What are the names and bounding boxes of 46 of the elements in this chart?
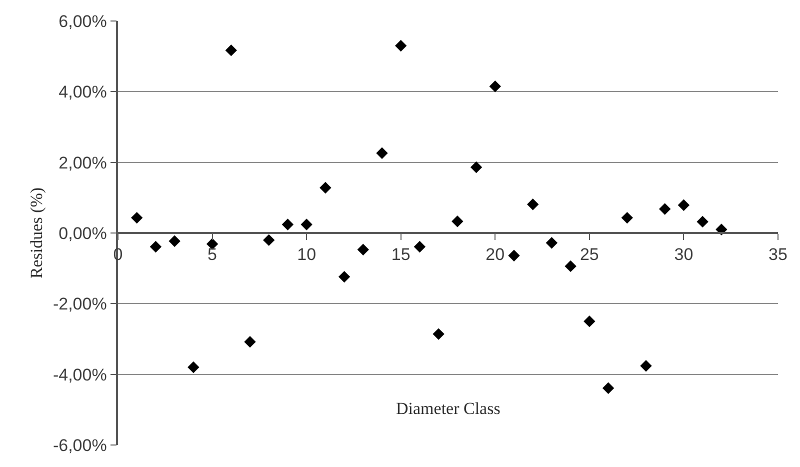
point	[188, 361, 200, 374]
x-tick-label: 25	[580, 245, 599, 264]
point	[452, 215, 464, 228]
point	[168, 235, 180, 247]
x-tick-label: 35	[768, 245, 788, 264]
point	[640, 360, 652, 372]
point	[376, 147, 388, 159]
point	[244, 336, 256, 348]
y-tick-label: 6,00%	[58, 12, 107, 31]
x-tick-label: 30	[674, 245, 694, 264]
point	[300, 218, 312, 230]
point	[338, 270, 350, 283]
point	[564, 260, 576, 272]
x-tick-label: 5	[208, 245, 218, 264]
y-tick-label: 0,00%	[58, 224, 107, 243]
point	[602, 382, 614, 394]
point	[508, 250, 520, 262]
point	[357, 244, 369, 256]
point	[546, 237, 558, 249]
point	[659, 203, 671, 215]
point	[263, 234, 275, 246]
point	[320, 182, 332, 194]
point	[621, 212, 633, 224]
y-axis-title: Residues (%)	[27, 187, 46, 279]
point	[414, 240, 426, 253]
y-tick-label: 2,00%	[58, 153, 107, 172]
point	[225, 44, 237, 56]
x-tick-label: 15	[391, 245, 410, 264]
point	[584, 315, 596, 328]
y-tick-label: -2,00%	[52, 294, 107, 314]
point	[527, 198, 539, 210]
y-tick-label: -6,00%	[52, 436, 107, 455]
point	[131, 212, 143, 224]
point	[150, 240, 162, 253]
point	[470, 161, 482, 174]
y-tick-label: 4,00%	[58, 82, 107, 102]
x-axis-title: Diameter Class	[396, 399, 500, 418]
point	[282, 218, 294, 230]
point	[678, 199, 690, 211]
point	[696, 216, 708, 228]
point	[432, 328, 444, 340]
x-tick-label: 10	[297, 245, 316, 264]
point	[395, 40, 407, 52]
y-tick-label: -4,00%	[52, 365, 107, 384]
point	[489, 80, 501, 92]
x-tick-label: 20	[486, 245, 505, 264]
